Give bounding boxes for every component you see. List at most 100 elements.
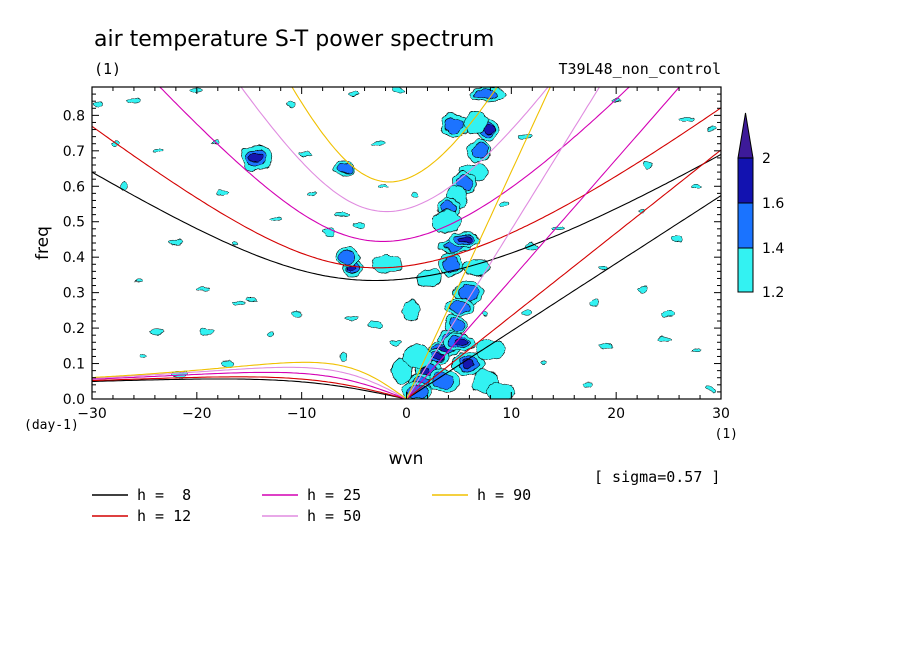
spectrum-speck [290, 311, 303, 317]
spectrum-speck [138, 354, 147, 359]
x-tick-label: −20 [182, 406, 212, 422]
y-tick-label: 0.5 [63, 215, 85, 231]
colorbar-label: 1.6 [762, 196, 784, 212]
legend-label-h12: h = 12 [137, 507, 191, 525]
dispersion-curve-h25 [159, 87, 631, 242]
spectrum-speck [92, 101, 103, 109]
spectrum-speck [299, 152, 313, 157]
colorbar-swatch [737, 247, 754, 293]
chart-subtitle-right: T39L48_non_control [558, 60, 721, 78]
spectrum-speck [582, 382, 594, 388]
colorbar-label: 1.4 [762, 241, 784, 257]
axis-ticks [91, 86, 722, 400]
spectrum-contour [449, 300, 471, 314]
spectrum-contour [461, 358, 475, 369]
spectrum-contour [415, 269, 442, 288]
spectrum-speck [598, 342, 613, 349]
x-tick-label: 10 [502, 406, 520, 422]
spectrum-speck [371, 141, 385, 146]
spectrum-speck [707, 127, 718, 132]
x-tick-label: −10 [287, 406, 317, 422]
dispersion-curve-h25 [92, 371, 407, 399]
spectrum-speck [390, 339, 402, 345]
spectrum-speck [194, 286, 210, 292]
power-spectrum-contours [92, 87, 718, 399]
y-tick-label: 0.3 [63, 286, 85, 302]
spectrum-speck [669, 236, 683, 243]
spectrum-contour [449, 317, 465, 332]
x-tick-label: −30 [77, 406, 107, 422]
spectrum-contour [431, 373, 455, 390]
x-tick-label: 20 [607, 406, 625, 422]
x-axis-label: wvn [389, 449, 424, 469]
spectrum-speck [199, 328, 215, 335]
chart-subtitle-left: (1) [94, 60, 121, 78]
spectrum-contour [248, 152, 263, 164]
spectrum-speck [307, 191, 318, 196]
x-tick-label: 0 [402, 406, 411, 422]
dispersion-curve-h90 [92, 361, 407, 399]
dispersion-curve-h8 [406, 195, 721, 399]
spectrum-speck [266, 332, 274, 338]
y-tick-label: 0.7 [63, 144, 85, 160]
spectrum-speck [126, 98, 141, 105]
y-tick-label: 0.4 [63, 250, 85, 266]
spectrum-speck [149, 328, 165, 335]
spectrum-contour [486, 382, 516, 399]
y-axis-unit: (day-1) [24, 418, 79, 433]
colorbar: 1.2 1.4 1.6 2 [737, 112, 784, 301]
x-axis-unit: (1) [715, 427, 738, 442]
spectrum-speck [498, 201, 510, 207]
spectrum-speck [643, 161, 652, 169]
spectrum-speck [690, 183, 702, 190]
colorbar-label: 2 [762, 151, 771, 167]
x-tick-label: 30 [712, 406, 730, 422]
spectrum-contour [459, 236, 474, 243]
dispersion-curve-h50 [92, 366, 407, 399]
spectrum-speck [216, 190, 228, 197]
spectrum-speck [411, 190, 419, 197]
plot-area [92, 87, 721, 399]
colorbar-label: 1.2 [762, 285, 784, 301]
spectrum-contour [402, 344, 432, 369]
spectrum-contour [431, 210, 461, 234]
x-tick-labels: −30 −20 −10 0 10 20 30 [77, 406, 730, 422]
spectrum-contour [475, 88, 499, 100]
spectrum-speck [481, 311, 489, 317]
spectrum-speck [706, 385, 715, 392]
curve-legend: h = 8 h = 12 h = 25 h = 50 h = 90 [92, 486, 531, 525]
y-tick-label: 0.1 [63, 357, 85, 373]
spectrum-speck [378, 184, 389, 189]
legend-label-h25: h = 25 [307, 486, 361, 504]
y-axis-label: freq [33, 226, 53, 260]
spectrum-speck [340, 352, 348, 361]
y-tick-label: 0.0 [63, 392, 85, 408]
spectrum-speck [232, 301, 246, 306]
spectrum-speck [134, 280, 144, 284]
spectrum-speck [390, 87, 406, 94]
spectrum-speck [269, 216, 282, 221]
spectrum-contour [443, 117, 464, 135]
dispersion-curve-h25 [406, 87, 681, 399]
spectrum-speck [692, 347, 700, 352]
legend-label-h50: h = 50 [307, 507, 361, 525]
y-tick-labels: 0.0 0.1 0.2 0.3 0.4 0.5 0.6 0.7 0.8 [63, 108, 85, 408]
colorbar-swatch [737, 157, 754, 204]
spectrum-speck [656, 336, 673, 342]
dispersion-curve-h50 [240, 87, 549, 213]
spectrum-contour [372, 254, 403, 274]
spectrum-speck [589, 299, 601, 307]
spectrum-speck [347, 91, 361, 97]
spectrum-speck [368, 320, 382, 329]
colorbar-top-triangle [737, 112, 754, 159]
spectrum-speck [677, 116, 693, 122]
spectrum-speck [518, 134, 532, 140]
spectrum-speck [661, 310, 676, 317]
dispersion-curve-h12 [92, 107, 721, 269]
dispersion-curves [92, 87, 721, 399]
spectrum-speck [231, 241, 240, 245]
spectrum-speck [286, 101, 296, 108]
dispersion-curve-h90 [291, 87, 498, 183]
spectrum-speck [521, 310, 533, 318]
